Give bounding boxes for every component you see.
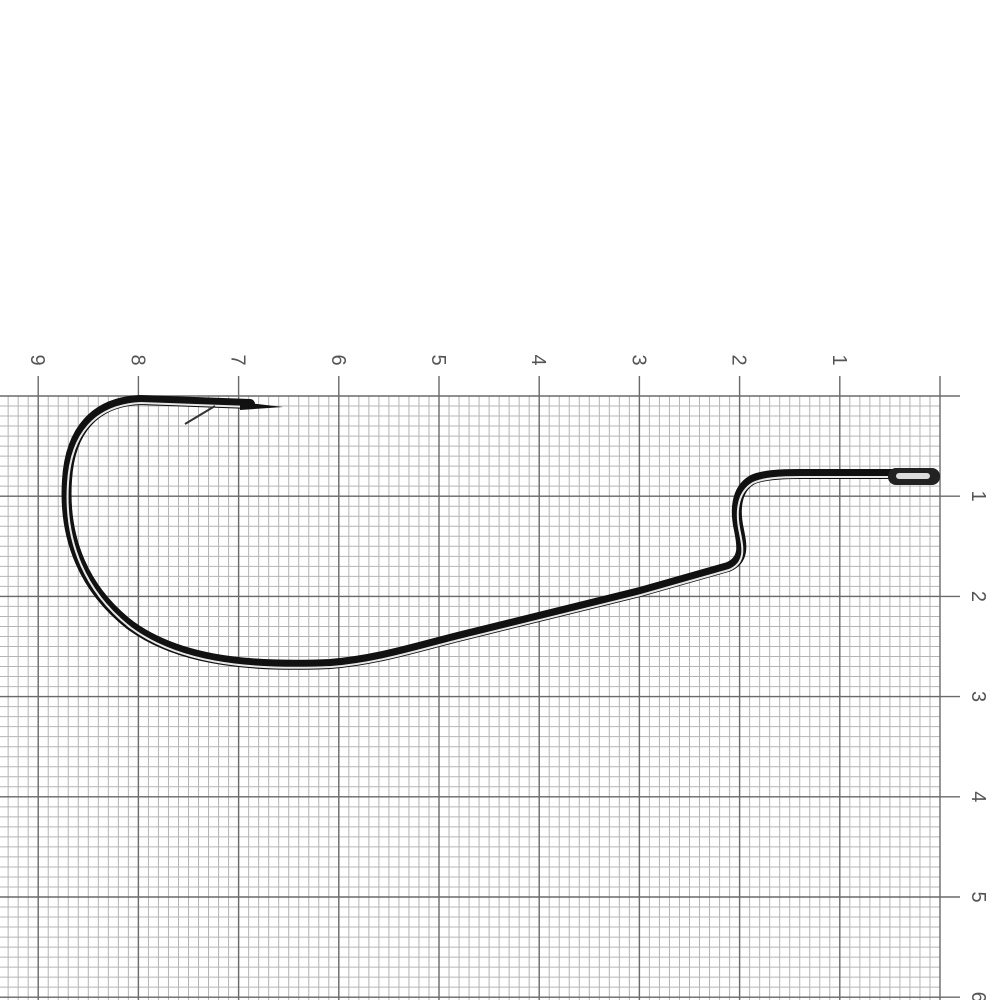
ruler-label-top: 1 bbox=[828, 354, 850, 365]
ruler-label-top: 6 bbox=[327, 354, 349, 365]
ruler-label-top: 3 bbox=[627, 354, 649, 365]
ruler-label-right: 2 bbox=[967, 591, 989, 602]
ruler-label-top: 4 bbox=[527, 354, 549, 365]
ruler-label-right: 3 bbox=[967, 691, 989, 702]
ruler-label-top: 7 bbox=[227, 354, 249, 365]
ruler-label-top: 2 bbox=[728, 354, 750, 365]
ruler-label-right: 6 bbox=[967, 992, 989, 1000]
ruler-label-right: 4 bbox=[967, 791, 989, 802]
hook-shape bbox=[61, 395, 940, 670]
ruler-label-right: 5 bbox=[967, 891, 989, 902]
ruler-label-top: 9 bbox=[26, 354, 48, 365]
ruler-label-top: 5 bbox=[427, 354, 449, 365]
ruler-label-top: 8 bbox=[126, 354, 148, 365]
ruler-label-right: 1 bbox=[967, 491, 989, 502]
